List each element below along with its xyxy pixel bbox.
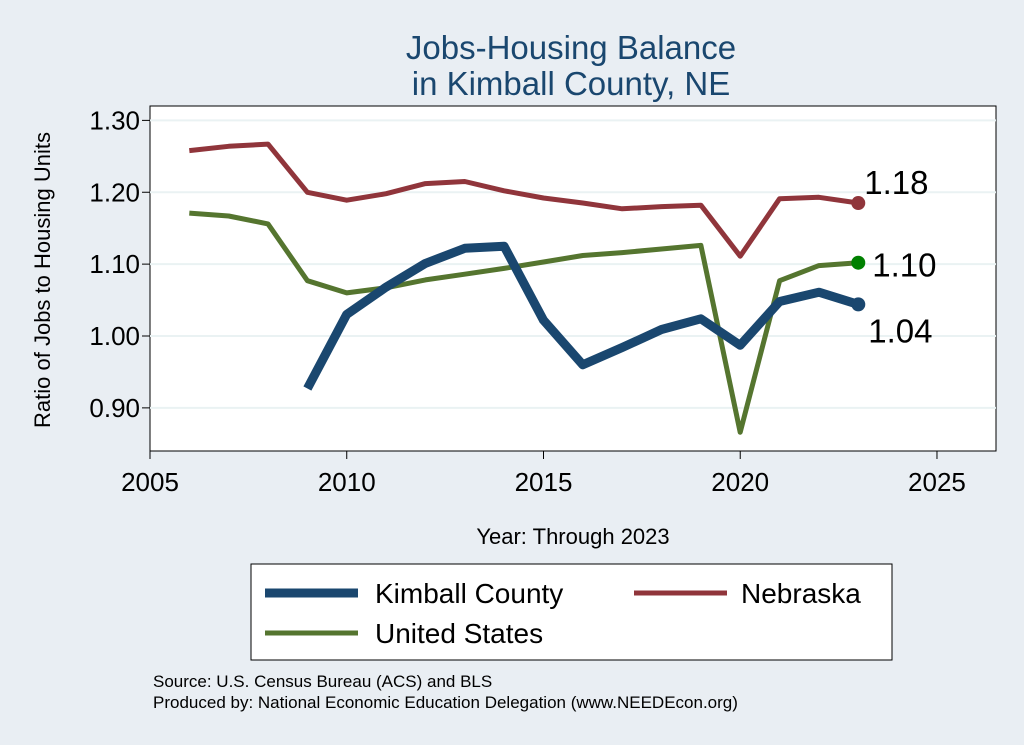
x-tick-label: 2025 xyxy=(908,467,966,497)
y-tick-label: 1.20 xyxy=(89,177,140,207)
plot-area xyxy=(149,105,997,452)
producer-note: Produced by: National Economic Education… xyxy=(153,693,738,712)
legend-label-united-states: United States xyxy=(375,618,543,649)
end-points: 1.04 1.18 1.10 xyxy=(851,164,937,349)
chart-title-line-2: in Kimball County, NE xyxy=(412,65,731,102)
end-point-nebraska xyxy=(851,196,866,211)
x-axis-title: Year: Through 2023 xyxy=(476,524,669,549)
x-tick-label: 2015 xyxy=(515,467,573,497)
series-lines xyxy=(189,141,860,435)
chart-title-line-1: Jobs-Housing Balance xyxy=(406,29,736,66)
legend-label-nebraska: Nebraska xyxy=(741,578,861,609)
source-note: Source: U.S. Census Bureau (ACS) and BLS xyxy=(153,672,492,691)
end-point-united-states xyxy=(851,255,866,270)
series-line-united-states xyxy=(189,210,859,435)
y-tick-label: 1.30 xyxy=(89,105,140,135)
end-label-united-states: 1.10 xyxy=(872,247,936,284)
y-tick-label: 1.00 xyxy=(89,321,140,351)
y-axis-title: Ratio of Jobs to Housing Units xyxy=(30,132,55,428)
axes: 0.90 1.00 1.10 1.20 1.30 2005 2010 2015 2020 2025 xyxy=(89,105,966,497)
series-line-nebraska xyxy=(189,141,859,259)
y-tick-label: 0.90 xyxy=(89,393,140,423)
x-tick-label: 2020 xyxy=(711,467,769,497)
legend-box xyxy=(250,563,893,661)
y-tick-label: 1.10 xyxy=(89,249,140,279)
end-point-kimball xyxy=(851,297,866,312)
end-label-kimball: 1.04 xyxy=(868,312,932,349)
legend-label-kimball: Kimball County xyxy=(375,578,563,609)
gridlines xyxy=(150,119,996,409)
series-line-kimball xyxy=(303,241,860,391)
x-tick-label: 2005 xyxy=(121,467,179,497)
end-label-nebraska: 1.18 xyxy=(864,164,928,201)
x-tick-label: 2010 xyxy=(318,467,376,497)
